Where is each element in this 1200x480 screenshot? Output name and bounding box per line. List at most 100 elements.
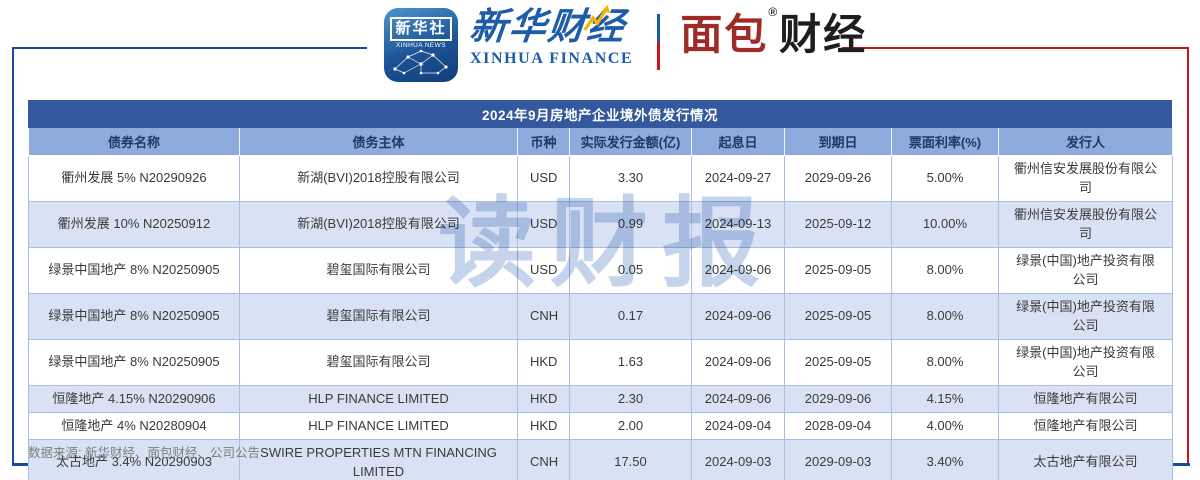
network-constellation-icon — [393, 49, 448, 74]
table-cell: 2024-09-04 — [691, 411, 785, 440]
table-cell: 2.00 — [569, 411, 692, 440]
table-cell: USD — [517, 200, 570, 248]
column-header: 发行人 — [998, 128, 1173, 156]
table-cell: 8.00% — [891, 292, 999, 340]
table-cell: 17.50 — [569, 438, 692, 480]
table-cell: 绿景(中国)地产投资有限公司 — [998, 246, 1173, 294]
table-cell: 0.99 — [569, 200, 692, 248]
table-row: 衢州发展 10% N20250912 新湖(BVI)2018控股有限公司 USD 0.… — [28, 200, 1173, 248]
table-cell: 4.00% — [891, 411, 999, 440]
table-cell: 碧玺国际有限公司 — [239, 292, 518, 340]
yellow-arrow-icon — [583, 5, 611, 31]
table-cell: 2024-09-06 — [691, 292, 785, 340]
table-cell: USD — [517, 246, 570, 294]
table-row: 衢州发展 5% N20290926 新湖(BVI)2018控股有限公司 USD 3.3… — [28, 154, 1173, 202]
table-cell: 衢州发展 5% N20290926 — [28, 154, 240, 202]
table-cell: 碧玺国际有限公司 — [239, 338, 518, 386]
table-cell: 新湖(BVI)2018控股有限公司 — [239, 200, 518, 248]
table-cell: 2025-09-05 — [784, 246, 892, 294]
mianbao-finance-logo: 面包®财经 — [680, 6, 868, 58]
table-cell: HLP FINANCE LIMITED — [239, 411, 518, 440]
table-cell: 0.17 — [569, 292, 692, 340]
table-header-row: 债券名称 债务主体 币种 实际发行金额(亿) 起息日 到期日 票面利率(%) 发行人 — [28, 128, 1173, 156]
table-cell: 绿景中国地产 8% N20250905 — [28, 246, 240, 294]
table-cell: 2025-09-12 — [784, 200, 892, 248]
frame-line-red-right — [1187, 47, 1189, 463]
table-cell: 2029-09-06 — [784, 384, 892, 413]
xinhua-news-icon-label-en: XINHUA NEWS — [396, 41, 446, 49]
xinhua-finance-logo: 新华财经 XINHUA FINANCE — [468, 5, 635, 68]
table-cell: 新湖(BVI)2018控股有限公司 — [239, 154, 518, 202]
data-source-note: 数据来源: 新华财经、面包财经、公司公告 — [28, 446, 260, 460]
table-cell: 衢州信安发展股份有限公司 — [998, 200, 1173, 248]
column-header: 币种 — [517, 128, 570, 156]
column-header: 债券名称 — [28, 128, 240, 156]
table-cell: 太古地产有限公司 — [998, 438, 1173, 480]
table-cell: 3.40% — [891, 438, 999, 480]
table-cell: CNH — [517, 438, 570, 480]
table-cell: 衢州发展 10% N20250912 — [28, 200, 240, 248]
column-header: 债务主体 — [239, 128, 518, 156]
table-cell: 2028-09-04 — [784, 411, 892, 440]
table-cell: 2024-09-06 — [691, 384, 785, 413]
table-cell: 2029-09-26 — [784, 154, 892, 202]
table-cell: 2024-09-06 — [691, 246, 785, 294]
column-header: 票面利率(%) — [891, 128, 999, 156]
column-header: 起息日 — [691, 128, 785, 156]
table-cell: HLP FINANCE LIMITED — [239, 384, 518, 413]
table-cell: 绿景(中国)地产投资有限公司 — [998, 292, 1173, 340]
frame-line-blue-top — [12, 47, 367, 49]
table-cell: 2024-09-13 — [691, 200, 785, 248]
table-title: 2024年9月房地产企业境外债发行情况 — [28, 100, 1172, 128]
table-cell: HKD — [517, 411, 570, 440]
table-cell: CNH — [517, 292, 570, 340]
column-header: 到期日 — [784, 128, 892, 156]
table-row: 恒隆地产 4.15% N20290906 HLP FINANCE LIMITED H… — [28, 384, 1173, 413]
registered-trademark-icon: ® — [768, 5, 780, 19]
table-cell: 8.00% — [891, 246, 999, 294]
data-table: 债券名称 债务主体 币种 实际发行金额(亿) 起息日 到期日 票面利率(%) 发行人 衢州发展… — [28, 128, 1173, 480]
table-cell: 8.00% — [891, 338, 999, 386]
table-cell: 4.15% — [891, 384, 999, 413]
xinhua-finance-cn: 新华财经 — [468, 5, 635, 47]
table-cell: 2025-09-05 — [784, 292, 892, 340]
xinhua-news-app-icon: 新华社 XINHUA NEWS — [384, 8, 458, 82]
table-row: 恒隆地产 4% N20280904 HLP FINANCE LIMITED HKD 2… — [28, 411, 1173, 440]
column-header: 实际发行金额(亿) — [569, 128, 692, 156]
frame-line-blue-left — [12, 47, 14, 466]
table-cell: USD — [517, 154, 570, 202]
table-cell: 1.63 — [569, 338, 692, 386]
xinhua-finance-en: XINHUA FINANCE — [470, 49, 634, 67]
table-cell: 恒隆地产有限公司 — [998, 384, 1173, 413]
table-cell: 衢州信安发展股份有限公司 — [998, 154, 1173, 202]
table-cell: 恒隆地产有限公司 — [998, 411, 1173, 440]
table-cell: HKD — [517, 338, 570, 386]
table-cell: 2024-09-06 — [691, 338, 785, 386]
table-cell: 3.30 — [569, 154, 692, 202]
bond-issuance-table: 2024年9月房地产企业境外债发行情况 债券名称 债务主体 币种 实际发行金额(亿) 起… — [28, 100, 1173, 480]
table-cell: 0.05 — [569, 246, 692, 294]
table-cell: HKD — [517, 384, 570, 413]
table-row: 绿景中国地产 8% N20250905 碧玺国际有限公司 CNH 0.17 2024-0… — [28, 292, 1173, 340]
table-cell: SWIRE PROPERTIES MTN FINANCING LIMITED — [239, 438, 518, 480]
table-cell: 绿景(中国)地产投资有限公司 — [998, 338, 1173, 386]
table-cell: 绿景中国地产 8% N20250905 — [28, 292, 240, 340]
table-cell: 2.30 — [569, 384, 692, 413]
mianbao-logo-part1: 面包 — [680, 11, 769, 58]
table-cell: 恒隆地产 4.15% N20290906 — [28, 384, 240, 413]
table-cell: 5.00% — [891, 154, 999, 202]
mianbao-logo-part2: 财经 — [779, 11, 868, 58]
table-cell: 10.00% — [891, 200, 999, 248]
frame-line-red-top — [842, 47, 1189, 49]
header-logos: 新华社 XINHUA NEWS 新华财 — [384, 5, 868, 82]
table-cell: 碧玺国际有限公司 — [239, 246, 518, 294]
table-cell: 2025-09-05 — [784, 338, 892, 386]
table-cell: 恒隆地产 4% N20280904 — [28, 411, 240, 440]
table-cell: 太古地产 3.4% N20290903 — [28, 438, 240, 480]
table-row: 绿景中国地产 8% N20250905 碧玺国际有限公司 HKD 1.63 2024-0… — [28, 338, 1173, 386]
table-row: 太古地产 3.4% N20290903 SWIRE PROPERTIES MTN … — [28, 438, 1173, 480]
table-cell: 2024-09-27 — [691, 154, 785, 202]
table-cell: 2024-09-03 — [691, 438, 785, 480]
xinhua-news-icon-label-cn: 新华社 — [390, 17, 452, 41]
